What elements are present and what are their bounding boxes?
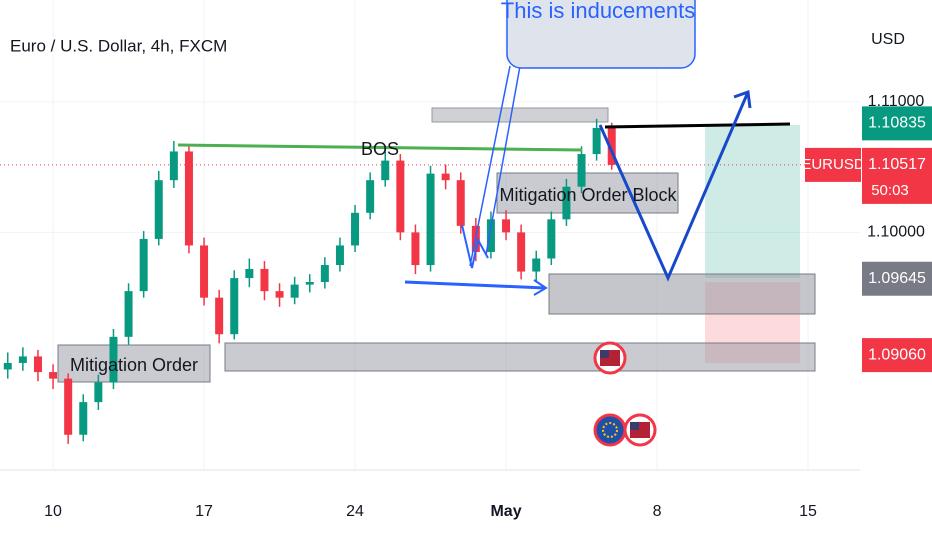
candle-body [562, 186, 571, 220]
projection [598, 91, 750, 282]
candle-body [607, 127, 616, 165]
candle-body [396, 160, 405, 233]
zone [548, 273, 816, 315]
candle-body [124, 291, 133, 337]
arrow-head [533, 279, 548, 296]
candle-body [290, 284, 299, 298]
price-tag [862, 106, 932, 141]
price-tag [862, 261, 932, 296]
y-tick-label: 1.10000 [867, 224, 925, 241]
arrow-head [733, 89, 752, 109]
callout-pointer [469, 65, 511, 267]
price-label: 1.10835 [868, 115, 926, 132]
level-line [604, 122, 791, 129]
candle-body [3, 362, 12, 370]
chart-title: Euro / U.S. Dollar, 4h, FXCM [10, 36, 227, 55]
candle-body [426, 173, 435, 266]
swing [461, 224, 489, 269]
candle-body [577, 154, 586, 187]
x-tick-label: May [490, 503, 521, 520]
candle-body [320, 265, 329, 282]
candle-body [260, 268, 269, 292]
candle-body [245, 268, 254, 279]
x-tick-label: 17 [195, 503, 213, 520]
x-tick-label: 24 [346, 503, 364, 520]
arrow [404, 280, 546, 290]
bos-label: BOS [361, 139, 399, 159]
candle-body [154, 180, 163, 239]
callout-text: This is inducements [501, 0, 695, 23]
candle-body [335, 245, 344, 266]
x-tick-label: 8 [653, 503, 662, 520]
symbol-tag [805, 147, 861, 182]
candle-body [33, 356, 42, 373]
candle-body [184, 151, 193, 246]
axes: 1.10000 1.11000 10 17 24 May 8 15 [44, 93, 925, 520]
currency-label: USD [871, 31, 905, 48]
candles [3, 118, 616, 444]
candle-body [547, 219, 556, 259]
callout [506, 0, 696, 69]
bos-line [177, 143, 583, 152]
price-tag [862, 338, 932, 373]
candle-body [456, 180, 465, 226]
candle-body [64, 378, 73, 435]
candle-body [139, 238, 148, 292]
candle-body [79, 402, 88, 435]
candle-body [18, 356, 27, 363]
candle-body [486, 219, 495, 252]
price-labels: 1.10835 EURUSD 1.10517 50:03 1.09645 1.09060 [801, 106, 932, 373]
zone [224, 342, 816, 372]
price-label: 1.09645 [868, 270, 926, 287]
y-tick-label: 1.11000 [868, 93, 925, 110]
candle-body [215, 297, 224, 335]
candle-body [169, 151, 178, 181]
candle-body [230, 278, 239, 335]
price-tag [862, 147, 932, 204]
candle-body [592, 127, 601, 155]
event-icons [593, 341, 657, 447]
candle-body [275, 291, 284, 298]
candle-body [366, 180, 375, 213]
candle-body [109, 336, 118, 383]
zone-label: Mitigation Order [70, 355, 198, 375]
zone [496, 172, 679, 214]
candle-body [411, 232, 420, 266]
flag [602, 422, 618, 438]
candle-body [49, 372, 58, 379]
drawings [57, 107, 816, 383]
x-tick-label: 15 [799, 503, 817, 520]
candle-body [532, 258, 541, 272]
zone [57, 344, 211, 383]
flag [600, 350, 609, 358]
drawings-top: This is inducements BOS Mitigation Order… [70, 0, 791, 447]
candle-body [381, 160, 390, 181]
candle-body [351, 212, 360, 246]
symbol-label: EURUSD [801, 156, 865, 173]
target-zone [705, 125, 800, 278]
candle-body [94, 382, 103, 403]
flag [630, 422, 639, 430]
price-label: 1.09060 [868, 346, 926, 363]
zone-label: Mitigation Order Block [499, 185, 677, 205]
candle-body [305, 282, 314, 285]
candle-body [441, 173, 450, 181]
zone [431, 107, 609, 123]
candle-body [517, 232, 526, 272]
candle-body [200, 245, 209, 298]
countdown: 50:03 [871, 182, 909, 199]
price-label: 1.10517 [868, 156, 926, 173]
x-tick-label: 10 [44, 503, 62, 520]
candle-body [502, 219, 511, 233]
event-icon [593, 413, 627, 447]
callout-pointer [485, 65, 521, 256]
